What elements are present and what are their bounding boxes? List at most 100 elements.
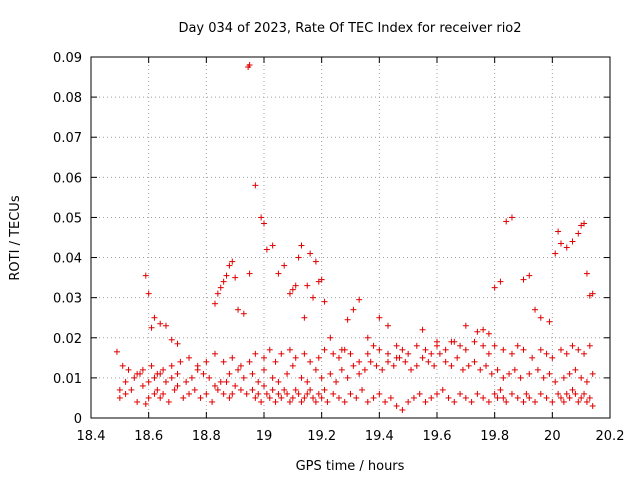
- data-point: [532, 306, 539, 313]
- data-point: [304, 390, 311, 397]
- data-point: [249, 370, 256, 377]
- data-point: [125, 366, 132, 373]
- data-point: [289, 394, 296, 401]
- x-tick-label: 18.4: [77, 429, 106, 444]
- data-point: [162, 378, 169, 385]
- data-point: [261, 354, 267, 361]
- data-point: [508, 214, 515, 221]
- data-point: [370, 394, 377, 401]
- data-point: [263, 246, 270, 253]
- data-point: [532, 398, 539, 405]
- data-point: [168, 362, 175, 369]
- data-point: [330, 350, 337, 357]
- y-tick-label: 0.04: [53, 252, 82, 267]
- data-point: [237, 386, 244, 393]
- data-point: [491, 342, 498, 349]
- x-tick-label: 19.2: [307, 429, 336, 444]
- data-point: [211, 300, 218, 307]
- data-point: [480, 326, 487, 333]
- data-point: [281, 386, 288, 393]
- data-point: [557, 240, 564, 247]
- data-point: [183, 378, 190, 385]
- data-point: [148, 362, 155, 369]
- data-point: [142, 272, 149, 279]
- data-point: [419, 326, 426, 333]
- data-point: [292, 354, 299, 361]
- data-point: [520, 398, 527, 405]
- data-point: [537, 314, 544, 321]
- data-point: [540, 374, 547, 381]
- data-point: [151, 390, 158, 397]
- data-point: [402, 358, 409, 365]
- data-point: [220, 278, 227, 285]
- data-point: [552, 378, 559, 385]
- data-point: [364, 398, 371, 405]
- data-point: [526, 370, 533, 377]
- data-point: [263, 390, 270, 397]
- data-point: [364, 334, 371, 341]
- data-point: [589, 402, 596, 409]
- data-point: [145, 378, 152, 385]
- data-point: [223, 272, 230, 279]
- x-tick-label: 20: [544, 429, 561, 444]
- data-point: [307, 386, 314, 393]
- y-tick-label: 0.08: [53, 91, 82, 106]
- data-point: [491, 284, 498, 291]
- data-point: [168, 374, 175, 381]
- data-point: [442, 358, 449, 365]
- data-point: [261, 366, 267, 373]
- data-point: [552, 250, 559, 257]
- data-point: [116, 394, 123, 401]
- y-tick-label: 0.09: [53, 51, 82, 66]
- data-point: [425, 358, 432, 365]
- data-point: [197, 394, 204, 401]
- data-point: [500, 346, 507, 353]
- data-point: [301, 350, 308, 357]
- data-point: [310, 394, 317, 401]
- data-point: [298, 242, 305, 249]
- data-point: [575, 346, 582, 353]
- data-point: [278, 350, 285, 357]
- data-point: [520, 276, 527, 283]
- data-point: [157, 394, 164, 401]
- data-point: [281, 262, 288, 269]
- data-point: [151, 374, 158, 381]
- data-point: [419, 354, 426, 361]
- data-point: [537, 346, 544, 353]
- data-point: [284, 390, 291, 397]
- data-point: [563, 350, 570, 357]
- y-tick-label: 0.02: [53, 332, 82, 347]
- data-point: [572, 366, 579, 373]
- data-point: [191, 386, 198, 393]
- data-point: [298, 374, 305, 381]
- data-point: [353, 394, 360, 401]
- data-point: [376, 346, 383, 353]
- data-point: [206, 374, 213, 381]
- data-point: [379, 366, 386, 373]
- data-point: [310, 294, 317, 301]
- data-point: [301, 394, 308, 401]
- data-point: [134, 398, 141, 405]
- data-point: [226, 394, 233, 401]
- data-point: [511, 366, 518, 373]
- data-point: [474, 390, 481, 397]
- data-point: [203, 390, 210, 397]
- data-point: [142, 400, 149, 407]
- data-point: [462, 394, 469, 401]
- data-point: [485, 330, 492, 337]
- data-point: [557, 394, 564, 401]
- data-point: [252, 394, 259, 401]
- data-point: [399, 406, 406, 413]
- data-point: [583, 398, 590, 405]
- data-point: [459, 366, 466, 373]
- data-point: [139, 366, 146, 373]
- data-point: [214, 290, 221, 297]
- data-point: [373, 362, 380, 369]
- data-point: [534, 366, 541, 373]
- x-tick-label: 19.4: [365, 429, 394, 444]
- data-point: [581, 350, 588, 357]
- data-point: [246, 62, 253, 69]
- data-point: [523, 390, 530, 397]
- data-point: [324, 398, 331, 405]
- data-point: [526, 394, 533, 401]
